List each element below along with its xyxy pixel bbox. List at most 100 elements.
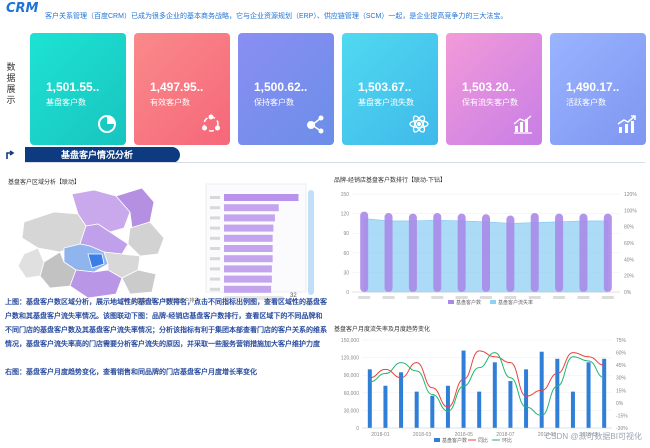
monthly-bar (570, 391, 575, 428)
watermark: CSDN @派可数据BI可视化 (545, 432, 642, 441)
map-legend: 基盘客户数 基盘客户排名 (124, 297, 199, 304)
mom-line (369, 352, 605, 416)
atom-icon (409, 115, 429, 133)
y2-tick-label: 45% (616, 363, 627, 369)
trend-icon (617, 115, 636, 133)
pie-icon (98, 115, 116, 133)
rank-bar (224, 194, 299, 201)
monthly-bar (477, 391, 482, 428)
rank-label-mask (210, 206, 220, 210)
metric-value: 1,497.95.. (150, 80, 204, 94)
monthly-bar (461, 350, 466, 428)
y-tick-label: 150,000 (341, 338, 359, 344)
monthly-bar (414, 391, 419, 428)
region-map-panel: 基盘客户区域分析【联动】 基盘客户数 基盘客户排名 32 (4, 172, 324, 304)
monthly-bar (399, 372, 404, 428)
monthly-bar (383, 385, 388, 428)
base-customer-bar (433, 212, 442, 292)
description-paragraph-1: 上图：基盘客户数区域分析，展示地域性的基盘客户数排名，点击不同指标出例图，查看区… (5, 299, 327, 348)
analysis-description: 上图：基盘客户数区域分析，展示地域性的基盘客户数排名，点击不同指标出例图，查看区… (5, 296, 327, 380)
base-customer-bar (603, 213, 612, 292)
map-region (127, 221, 165, 257)
x-tick-label: 2018-11 (580, 432, 598, 438)
metric-card-base-churn[interactable]: 1,503.67.. 基盘客户流失数 (342, 33, 438, 145)
rank-label-mask (210, 247, 220, 250)
rank-counter: 32 (290, 293, 297, 299)
y-tick-label: 120,000 (341, 356, 359, 362)
base-customer-bar (482, 214, 490, 292)
monthly-bar (367, 369, 372, 428)
y2-tick-label: 100% (624, 208, 637, 214)
y-tick-label: 0 (356, 426, 359, 432)
x-tick-label: 2018-01 (371, 432, 390, 438)
x-label-mask (358, 296, 371, 299)
rank-label-mask (210, 226, 220, 230)
y2-tick-label: 75% (616, 338, 627, 344)
y2-tick-label: 0% (616, 401, 624, 407)
legend-swatch (490, 300, 496, 304)
x-label-mask (601, 296, 614, 299)
y2-tick-label: 15% (616, 388, 627, 394)
metric-value: 1,503.20.. (462, 80, 516, 94)
rank-label-mask (210, 236, 220, 240)
x-label-mask (553, 296, 566, 299)
metric-value: 1,503.67.. (358, 80, 412, 94)
y-tick-label: 30 (343, 270, 349, 276)
y-tick-label: 30,000 (344, 408, 360, 414)
section-arrow-icon (6, 150, 15, 159)
rank-bar (224, 245, 273, 252)
rank-bar (224, 265, 272, 273)
rank-bar (224, 204, 279, 212)
rank-bar (224, 275, 272, 283)
metric-card-retained-customers[interactable]: 1,500.62.. 保持客户数 (238, 33, 334, 145)
brand-dealer-chart[interactable]: 0 30 60 90 120 150 0% 20% 40% 60% 80% 100% 120% 基盘客户数… (330, 180, 646, 310)
metric-card-active-customers[interactable]: 1,490.17.. 活跃客户数 (550, 33, 646, 145)
rank-slider[interactable] (308, 190, 314, 295)
metric-card-base-customers[interactable]: 1,501.55.. 基盘客户数 (30, 33, 126, 145)
rank-bar (224, 285, 272, 293)
base-customer-bar (360, 211, 369, 292)
map-region (121, 269, 157, 295)
y-tick-label: 60 (343, 251, 349, 257)
monthly-trend-chart[interactable]: 0 30,000 60,000 90,000 120,000 150,000 -30% -15… (330, 330, 646, 446)
y2-tick-label: 20% (624, 274, 635, 280)
map-region (87, 253, 105, 269)
x-tick-label: 2018-05 (455, 432, 474, 438)
section-title: 基盘客户情况分析 (25, 147, 180, 163)
side-label: 数据展示 (6, 62, 16, 105)
metric-label: 基盘客户数 (46, 98, 86, 107)
y2-tick-label: 30% (616, 376, 627, 382)
base-customer-bar (555, 213, 564, 292)
y2-tick-label: 80% (624, 225, 635, 231)
rank-bar (224, 214, 275, 222)
rank-scrollbar[interactable] (224, 296, 284, 300)
app-logo: CRM (6, 1, 39, 16)
monthly-trend-panel: 基盘客户月度流失率及月度趋势变化 0 30,000 60,000 90,000 120,… (330, 318, 646, 446)
header-description: 客户关系管理（百度CRM）已成为很多企业的基本商务战略，它与企业资源规划（ERP… (45, 13, 508, 20)
metric-label: 活跃客户数 (566, 98, 606, 107)
region-map[interactable] (4, 182, 204, 302)
x-label-mask (480, 296, 492, 299)
metric-label: 基盘客户流失数 (358, 98, 414, 107)
monthly-bar (492, 362, 497, 428)
x-tick-label: 2018-03 (413, 432, 432, 438)
base-customer-bar (408, 213, 417, 292)
x-label-mask (455, 296, 468, 299)
metric-card-held-churn[interactable]: 1,503.20.. 保有流失客户数 (446, 33, 542, 145)
metric-value: 1,500.62.. (254, 80, 308, 94)
legend-label: 环比 (502, 437, 512, 444)
region-rank-chart[interactable] (204, 182, 314, 294)
x-label-mask (431, 296, 444, 299)
description-paragraph-2: 右图：基盘客户月度趋势变化，查看销售和同品牌的门店基盘客户月度增长率变化 (5, 369, 257, 376)
monthly-bar (508, 381, 513, 428)
base-customer-bar (506, 215, 515, 292)
metric-value: 1,501.55.. (46, 80, 100, 94)
x-tick-label: 2018-09 (538, 432, 557, 438)
rank-label-mask (210, 277, 220, 281)
metric-label: 有效客户数 (150, 98, 190, 107)
rank-label-mask (210, 216, 220, 220)
y-tick-label: 90 (343, 231, 349, 237)
metric-card-effective-customers[interactable]: 1,497.95.. 有效客户数 (134, 33, 230, 145)
legend-swatch (434, 438, 440, 442)
